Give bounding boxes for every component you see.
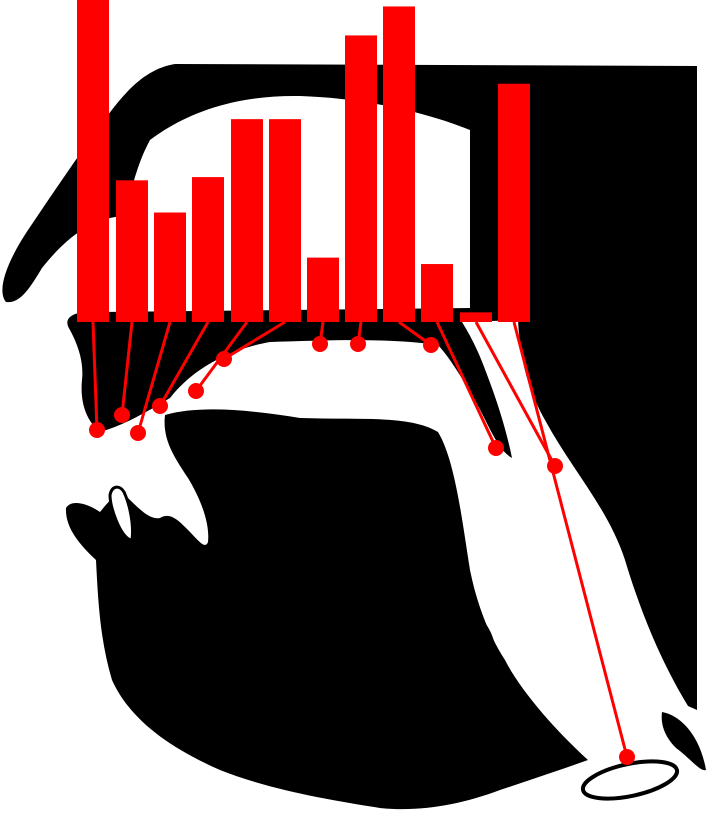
marker-points [89,336,635,765]
arytenoid-flap [661,712,706,771]
marker-11 [547,458,563,474]
marker-12 [619,749,635,765]
bar-12 [498,83,530,322]
marker-4 [152,398,168,414]
epiglottis [483,622,500,680]
bar-10 [421,264,453,322]
marker-5 [188,383,204,399]
leader-line-3 [136,321,172,434]
marker-9 [423,337,439,353]
tongue-jaw-silhouette [65,409,589,810]
leader-line-12 [512,321,629,758]
bar-1 [77,0,109,322]
marker-7 [312,336,328,352]
bar-5 [231,119,263,322]
leader-line-10 [435,321,498,449]
marker-8 [350,336,366,352]
leader-line-1 [91,321,99,431]
leader-line-2 [120,321,134,416]
lower-incisor [108,485,134,542]
marker-2 [114,407,130,423]
bar-3 [154,212,186,322]
bar-4 [192,177,224,322]
marker-1 [89,422,105,438]
bar-2 [116,180,148,322]
bar-7 [307,257,339,322]
leader-line-4 [158,321,210,407]
bar-8 [345,35,377,323]
bar-series [77,0,530,323]
bar-11 [460,312,492,322]
marker-10 [488,440,504,456]
marker-3 [130,425,146,441]
bar-6 [269,119,301,322]
marker-6 [216,351,232,367]
bar-9 [383,6,415,322]
